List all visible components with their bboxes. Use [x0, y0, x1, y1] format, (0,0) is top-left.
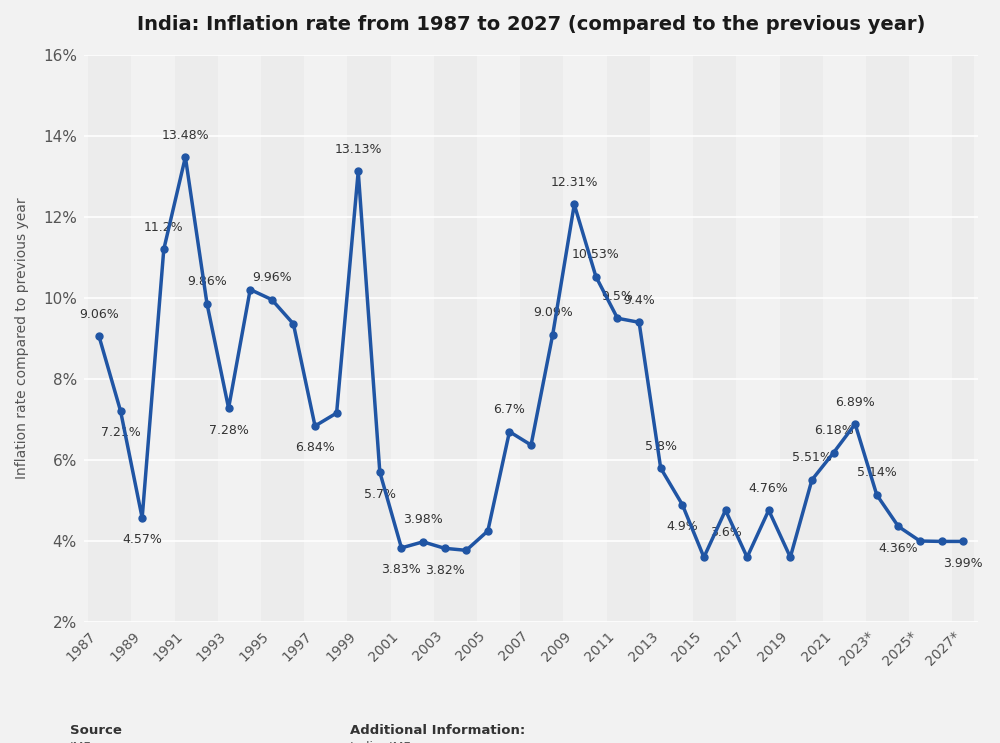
Title: India: Inflation rate from 1987 to 2027 (compared to the previous year): India: Inflation rate from 1987 to 2027 … [137, 15, 925, 34]
Text: 3.98%: 3.98% [403, 513, 443, 527]
Bar [693, 55, 736, 622]
Text: 3.82%: 3.82% [425, 564, 465, 577]
Text: 9.4%: 9.4% [623, 294, 655, 307]
Text: 4.76%: 4.76% [749, 482, 789, 495]
Text: 7.21%: 7.21% [101, 426, 140, 439]
Text: 6.7%: 6.7% [494, 403, 525, 416]
Text: 6.18%: 6.18% [814, 424, 853, 438]
Text: 9.96%: 9.96% [252, 271, 292, 285]
Bar [607, 55, 650, 622]
Text: 5.14%: 5.14% [857, 467, 897, 479]
Text: 7.28%: 7.28% [209, 424, 249, 437]
Bar [175, 55, 218, 622]
Text: 10.53%: 10.53% [572, 248, 620, 261]
Text: 9.86%: 9.86% [187, 276, 227, 288]
Text: 13.48%: 13.48% [162, 129, 209, 142]
Text: 6.89%: 6.89% [835, 395, 875, 409]
Text: Additional Information:: Additional Information: [350, 724, 525, 737]
Text: 5.51%: 5.51% [792, 452, 832, 464]
Bar [434, 55, 477, 622]
Text: 9.5%: 9.5% [602, 290, 633, 303]
Bar [952, 55, 974, 622]
Text: 12.31%: 12.31% [551, 176, 598, 189]
Bar [780, 55, 823, 622]
Text: 4.36%: 4.36% [879, 542, 918, 555]
Bar [347, 55, 391, 622]
Text: 4.9%: 4.9% [666, 520, 698, 533]
Text: 9.09%: 9.09% [533, 306, 573, 319]
Bar [88, 55, 131, 622]
Bar [866, 55, 909, 622]
Text: 6.84%: 6.84% [295, 441, 335, 455]
Text: Source: Source [70, 724, 122, 737]
Y-axis label: Inflation rate compared to previous year: Inflation rate compared to previous year [15, 198, 29, 479]
Text: 4.57%: 4.57% [122, 533, 162, 546]
Text: 11.2%: 11.2% [144, 221, 184, 234]
Text: 5.8%: 5.8% [645, 440, 677, 452]
Text: 9.06%: 9.06% [79, 308, 119, 321]
Text: IMF: IMF [70, 741, 92, 743]
Text: 3.6%: 3.6% [710, 525, 741, 539]
Bar [520, 55, 563, 622]
Text: 13.13%: 13.13% [334, 143, 382, 156]
Text: India; IMF: India; IMF [350, 741, 411, 743]
Text: 3.83%: 3.83% [382, 563, 421, 577]
Bar [261, 55, 304, 622]
Text: 5.7%: 5.7% [364, 487, 396, 501]
Text: 3.99%: 3.99% [943, 557, 983, 570]
